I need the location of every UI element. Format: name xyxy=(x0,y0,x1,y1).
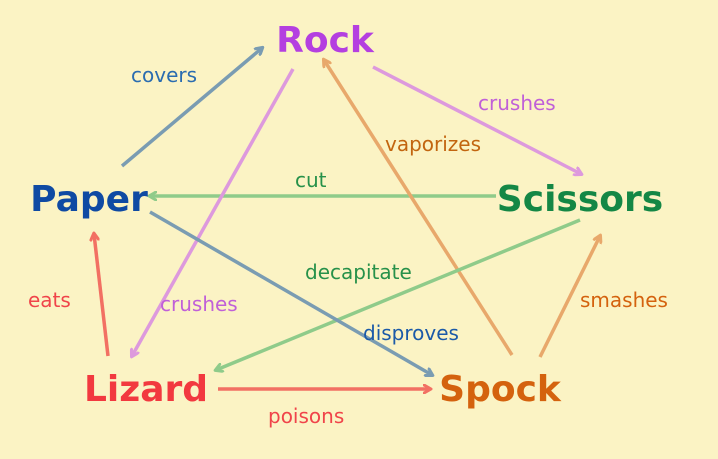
label-rock-crushes-lizard: crushes xyxy=(160,292,238,316)
label-eats: eats xyxy=(28,288,71,312)
label-rock-crushes-scissors: crushes xyxy=(478,91,556,115)
edge-paper-covers-rock xyxy=(120,48,262,168)
node-spock: Spock xyxy=(439,369,562,410)
edge-rock-crushes-scissors xyxy=(372,65,581,174)
nodes: Rock Paper Scissors Lizard Spock xyxy=(30,20,663,410)
edge-lizard-eats-paper xyxy=(94,234,110,357)
edge-spock-vaporizes-rock xyxy=(324,60,514,356)
node-paper: Paper xyxy=(30,179,148,220)
edge-spock-smashes-scissors xyxy=(538,236,600,358)
node-lizard: Lizard xyxy=(84,369,208,410)
label-covers: covers xyxy=(131,63,197,87)
label-disproves: disproves xyxy=(363,321,459,345)
label-poisons: poisons xyxy=(268,404,344,428)
label-smashes: smashes xyxy=(580,288,668,312)
edges xyxy=(94,48,600,389)
node-scissors: Scissors xyxy=(497,179,663,220)
label-decapitate: decapitate xyxy=(305,260,412,284)
label-vaporizes: vaporizes xyxy=(385,132,481,156)
label-cut: cut xyxy=(295,168,327,192)
edge-paper-disproves-spock xyxy=(149,210,432,375)
node-rock: Rock xyxy=(276,20,375,61)
edge-scissors-decapitate-lizard xyxy=(216,218,581,370)
edge-labels: covers crushes cut vaporizes crushes dec… xyxy=(28,63,668,428)
edge-rock-crushes-lizard xyxy=(132,68,295,356)
